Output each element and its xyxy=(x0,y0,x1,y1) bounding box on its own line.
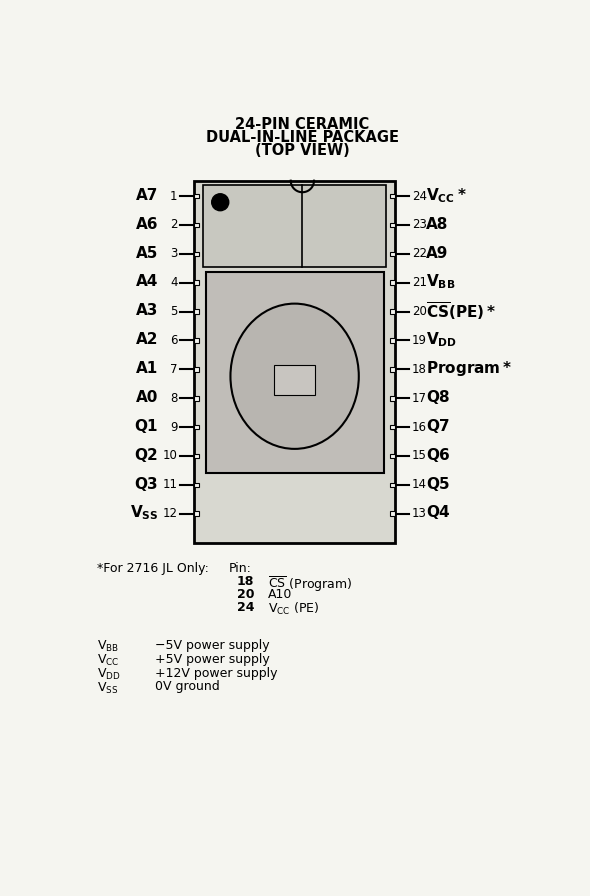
Text: DUAL-IN-LINE PACKAGE: DUAL-IN-LINE PACKAGE xyxy=(206,130,399,145)
Text: 20: 20 xyxy=(237,588,254,601)
Bar xyxy=(390,453,395,458)
Text: A5: A5 xyxy=(136,246,158,261)
Text: A0: A0 xyxy=(136,390,158,405)
Text: 7: 7 xyxy=(170,363,178,375)
Text: 23: 23 xyxy=(412,219,427,231)
Bar xyxy=(390,309,395,314)
Text: A2: A2 xyxy=(136,332,158,347)
Bar xyxy=(194,309,199,314)
Text: 3: 3 xyxy=(171,247,178,261)
Text: A1: A1 xyxy=(136,361,158,376)
Text: Q5: Q5 xyxy=(427,477,450,492)
Text: 10: 10 xyxy=(163,450,178,462)
Text: $\mathbf{V_{BB}}$: $\mathbf{V_{BB}}$ xyxy=(427,272,456,291)
Text: A10: A10 xyxy=(267,588,292,601)
Text: 4: 4 xyxy=(170,276,178,289)
Bar xyxy=(390,483,395,487)
Text: A3: A3 xyxy=(136,304,158,318)
Text: 0V ground: 0V ground xyxy=(155,680,220,694)
Text: 1: 1 xyxy=(170,190,178,202)
Text: Pin:: Pin: xyxy=(229,562,251,575)
Bar xyxy=(274,366,315,395)
Bar xyxy=(390,252,395,256)
Text: Q4: Q4 xyxy=(427,505,450,521)
Text: 6: 6 xyxy=(170,334,178,347)
Text: $\mathbf{\overline{CS}(PE)*}$: $\mathbf{\overline{CS}(PE)*}$ xyxy=(427,300,497,322)
Bar xyxy=(390,425,395,429)
Text: Q8: Q8 xyxy=(427,390,450,405)
Text: 11: 11 xyxy=(163,478,178,491)
Text: 22: 22 xyxy=(412,247,427,261)
Text: 5: 5 xyxy=(171,305,178,318)
Bar xyxy=(194,194,199,198)
Bar xyxy=(205,271,384,473)
Text: $\rm V_{CC}$: $\rm V_{CC}$ xyxy=(97,652,119,668)
Text: Q6: Q6 xyxy=(427,448,450,462)
Bar xyxy=(203,185,386,267)
Bar xyxy=(390,222,395,228)
Text: $\mathbf{Program*}$: $\mathbf{Program*}$ xyxy=(427,359,513,378)
Bar xyxy=(194,222,199,228)
Text: Q1: Q1 xyxy=(135,418,158,434)
Bar xyxy=(390,512,395,516)
Text: 19: 19 xyxy=(412,334,427,347)
Text: 2: 2 xyxy=(170,219,178,231)
Text: $\rm V_{DD}$: $\rm V_{DD}$ xyxy=(97,667,121,682)
Text: $\mathbf{V_{SS}}$: $\mathbf{V_{SS}}$ xyxy=(130,504,158,522)
Text: Q2: Q2 xyxy=(135,448,158,462)
Text: 17: 17 xyxy=(412,392,427,405)
Text: 24: 24 xyxy=(237,601,254,614)
Text: A7: A7 xyxy=(136,188,158,202)
Bar xyxy=(194,512,199,516)
Text: $\rm V_{BB}$: $\rm V_{BB}$ xyxy=(97,639,119,654)
Bar xyxy=(390,367,395,372)
Text: $\rm V_{SS}$: $\rm V_{SS}$ xyxy=(97,680,119,695)
Circle shape xyxy=(212,194,229,211)
Text: Q7: Q7 xyxy=(427,418,450,434)
Bar xyxy=(194,181,395,543)
Text: A6: A6 xyxy=(136,217,158,232)
Text: 14: 14 xyxy=(412,478,427,491)
Bar xyxy=(390,338,395,343)
Ellipse shape xyxy=(231,304,359,449)
Bar xyxy=(390,194,395,198)
Text: Q3: Q3 xyxy=(135,477,158,492)
Text: +5V power supply: +5V power supply xyxy=(155,652,270,666)
Bar xyxy=(194,367,199,372)
Bar xyxy=(194,280,199,285)
Text: $\mathbf{V_{DD}}$: $\mathbf{V_{DD}}$ xyxy=(427,331,457,349)
Text: (TOP VIEW): (TOP VIEW) xyxy=(255,143,350,158)
Text: *For 2716 JL Only:: *For 2716 JL Only: xyxy=(97,562,209,575)
Text: $\rm V_{CC}$ (PE): $\rm V_{CC}$ (PE) xyxy=(267,601,319,617)
Text: A9: A9 xyxy=(427,246,449,261)
Text: A8: A8 xyxy=(427,217,449,232)
Text: 21: 21 xyxy=(412,276,427,289)
Text: 20: 20 xyxy=(412,305,427,318)
Text: 18: 18 xyxy=(237,575,254,588)
Bar xyxy=(390,280,395,285)
Text: 24: 24 xyxy=(412,190,427,202)
Bar xyxy=(194,396,199,401)
Text: $\overline{\rm CS}$ (Program): $\overline{\rm CS}$ (Program) xyxy=(267,575,352,594)
Bar xyxy=(194,483,199,487)
Bar xyxy=(194,338,199,343)
Text: 18: 18 xyxy=(412,363,427,375)
Text: +12V power supply: +12V power supply xyxy=(155,667,278,679)
Text: 12: 12 xyxy=(163,507,178,521)
Bar xyxy=(390,396,395,401)
Text: $\mathbf{V_{CC}*}$: $\mathbf{V_{CC}*}$ xyxy=(427,186,467,204)
Text: 8: 8 xyxy=(171,392,178,405)
Text: 24-PIN CERAMIC: 24-PIN CERAMIC xyxy=(235,117,369,132)
Text: 16: 16 xyxy=(412,420,427,434)
Bar xyxy=(194,453,199,458)
Text: 9: 9 xyxy=(170,420,178,434)
Bar xyxy=(194,252,199,256)
Text: 13: 13 xyxy=(412,507,427,521)
Text: A4: A4 xyxy=(136,274,158,289)
Text: −5V power supply: −5V power supply xyxy=(155,639,270,651)
Bar xyxy=(194,425,199,429)
Text: 15: 15 xyxy=(412,450,427,462)
